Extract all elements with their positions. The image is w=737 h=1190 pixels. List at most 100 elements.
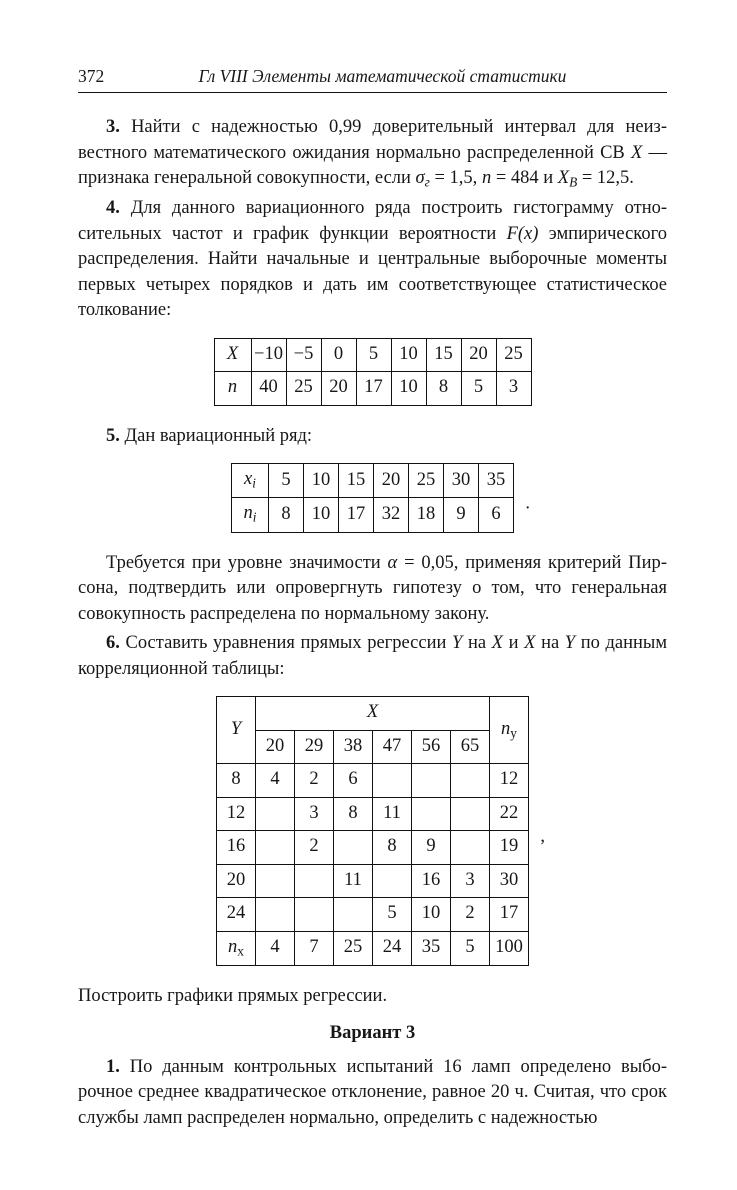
cell: 25: [409, 464, 444, 498]
row-label: ni: [232, 498, 269, 532]
variant-p1-num: 1.: [106, 1057, 120, 1077]
cell: 2: [295, 831, 334, 865]
problem-3-num: 3.: [106, 117, 120, 137]
cell: 20: [374, 464, 409, 498]
problem-3-n: = 484 и: [491, 168, 558, 188]
cell: 10: [412, 898, 451, 932]
sym-Xb: XB: [558, 168, 577, 188]
cell: 20: [461, 338, 496, 372]
nx-val: 4: [256, 931, 295, 965]
cell: 2: [451, 898, 490, 932]
row-label: n: [214, 372, 251, 406]
correlation-table: Y X ny 20 29 38 47 56 65 8 4 2 6 12: [216, 696, 529, 966]
sym-alpha: α: [388, 553, 398, 573]
cell: 20: [321, 372, 356, 406]
cell: [451, 797, 490, 831]
ny-val: 12: [490, 764, 529, 798]
cell: 10: [391, 372, 426, 406]
cell: [334, 898, 373, 932]
table-row: 24 5 10 2 17: [217, 898, 529, 932]
y-val: 20: [217, 864, 256, 898]
cell: [256, 864, 295, 898]
cell: 5: [356, 338, 391, 372]
sym-X2: X: [524, 633, 535, 653]
problem-6-text-a: Составить уравнения прямых регрессии: [126, 633, 453, 653]
cell: 3: [496, 372, 531, 406]
x-header: X: [256, 697, 490, 731]
y-val: 16: [217, 831, 256, 865]
ny-header: ny: [490, 697, 529, 764]
table-row: 20 11 16 3 30: [217, 864, 529, 898]
cell: [373, 864, 412, 898]
x-col: 20: [256, 730, 295, 764]
problem-4-table: X −10 −5 0 5 10 15 20 25 n 40 25 20 17 1…: [214, 338, 532, 406]
problem-6-table-comma: Y X ny 20 29 38 47 56 65 8 4 2 6 12: [216, 696, 529, 966]
cell: [256, 898, 295, 932]
problem-6-text-b: на: [468, 633, 492, 653]
y-val: 12: [217, 797, 256, 831]
running-title: Гл VIII Элементы математической статисти…: [138, 64, 627, 88]
problem-5-lead: 5. Дан вариационный ряд:: [78, 424, 667, 450]
row-label: xi: [232, 464, 269, 498]
problem-4: 4. Для данного вариационного ряда постро…: [78, 196, 667, 324]
ny-val: 22: [490, 797, 529, 831]
variant-p1-text: По данным контрольных испытаний 16 ламп …: [78, 1057, 667, 1128]
cell: [295, 898, 334, 932]
cell: 15: [426, 338, 461, 372]
cell: [334, 831, 373, 865]
table-row: Y X ny: [217, 697, 529, 731]
x-col: 47: [373, 730, 412, 764]
total: 100: [490, 931, 529, 965]
sym-X: X: [631, 143, 642, 163]
sym-Y2: Y: [565, 633, 575, 653]
ny-val: 30: [490, 864, 529, 898]
sym-Fx: F(x): [507, 224, 539, 244]
x-col: 65: [451, 730, 490, 764]
cell: 10: [304, 464, 339, 498]
y-header: Y: [217, 697, 256, 764]
problem-5-table-dot: xi 5 10 15 20 25 30 35 ni 8 10 17 32 18 …: [231, 463, 514, 532]
cell: 8: [334, 797, 373, 831]
ny-val: 19: [490, 831, 529, 865]
problem-6-table-wrap: Y X ny 20 29 38 47 56 65 8 4 2 6 12: [78, 696, 667, 966]
nx-val: 35: [412, 931, 451, 965]
sym-X1: X: [492, 633, 503, 653]
cell: 9: [412, 831, 451, 865]
cell: [256, 831, 295, 865]
problem-5-table-wrap: xi 5 10 15 20 25 30 35 ni 8 10 17 32 18 …: [78, 463, 667, 532]
cell: [256, 797, 295, 831]
cell: 5: [269, 464, 304, 498]
sym-Y1: Y: [452, 633, 462, 653]
cell: [295, 864, 334, 898]
page-number: 372: [78, 64, 138, 88]
cell: [412, 797, 451, 831]
y-val: 24: [217, 898, 256, 932]
cell: [373, 764, 412, 798]
table-row: xi 5 10 15 20 25 30 35: [232, 464, 514, 498]
cell: 5: [373, 898, 412, 932]
x-col: 29: [295, 730, 334, 764]
table-row: ni 8 10 17 32 18 9 6: [232, 498, 514, 532]
cell: 25: [496, 338, 531, 372]
cell: 6: [334, 764, 373, 798]
variant-problem-1: 1. По данным контрольных испытаний 16 ла…: [78, 1055, 667, 1132]
problem-3-text-a: Найти с надежностью 0,99 доверительный и…: [78, 117, 667, 163]
header-rule: [78, 92, 667, 93]
cell: 30: [444, 464, 479, 498]
cell: 16: [412, 864, 451, 898]
cell: 10: [391, 338, 426, 372]
cell: 8: [426, 372, 461, 406]
problem-4-num: 4.: [106, 198, 120, 218]
nx-val: 25: [334, 931, 373, 965]
cell: 3: [451, 864, 490, 898]
cell: 40: [251, 372, 286, 406]
cell: 0: [321, 338, 356, 372]
cell: 25: [286, 372, 321, 406]
problem-4-table-wrap: X −10 −5 0 5 10 15 20 25 n 40 25 20 17 1…: [78, 338, 667, 406]
table-row: 20 29 38 47 56 65: [217, 730, 529, 764]
nx-val: 7: [295, 931, 334, 965]
cell: 11: [334, 864, 373, 898]
nx-val: 24: [373, 931, 412, 965]
problem-6-text-c: и: [509, 633, 525, 653]
cell: 5: [461, 372, 496, 406]
